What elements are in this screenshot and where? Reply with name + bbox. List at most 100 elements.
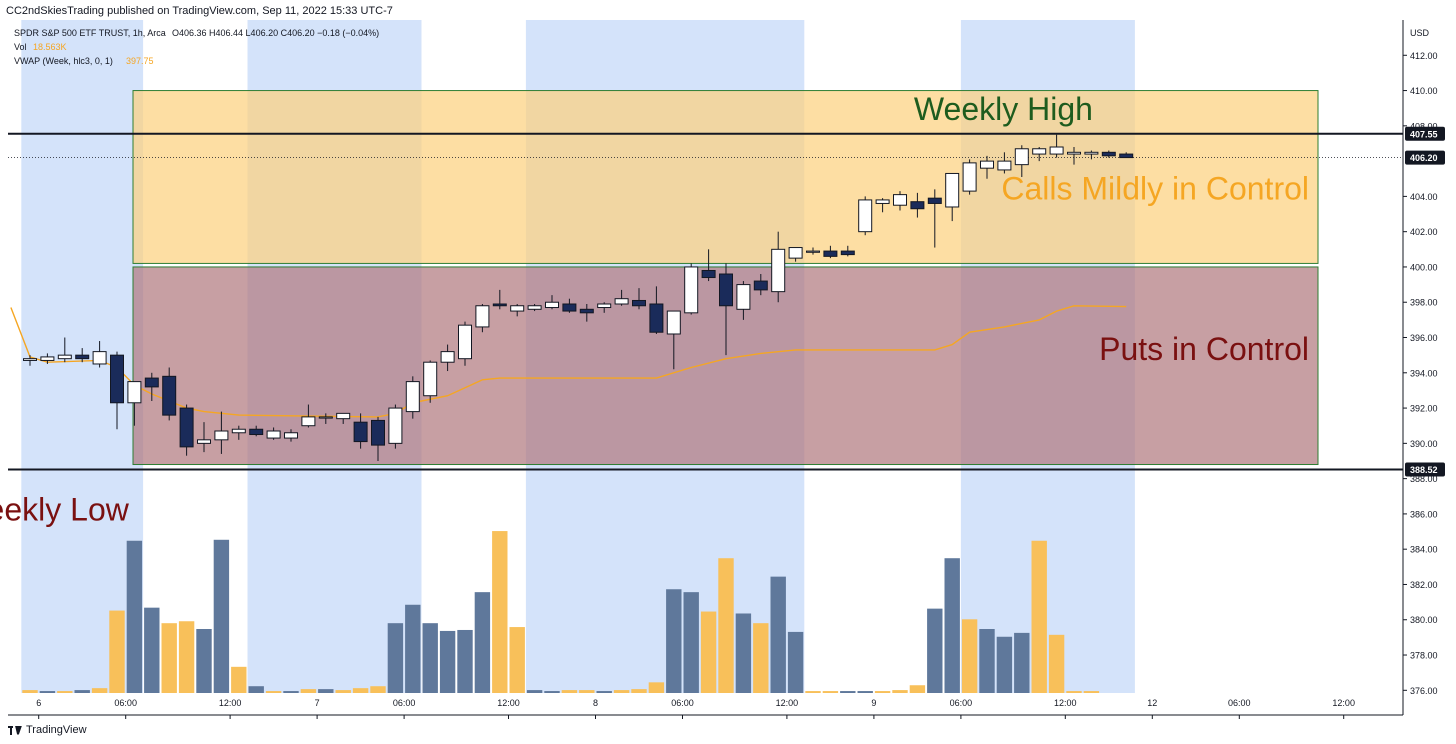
candle [632, 288, 646, 310]
candle-body [162, 375, 177, 416]
time-tick-label: 06:00 [393, 698, 416, 708]
candle [127, 381, 142, 426]
zone-labels: Weekly High Weekly Low Calls Mildly in Con… [0, 91, 1309, 527]
volume-bar [683, 592, 699, 693]
candle-body [997, 160, 1012, 171]
candle [318, 413, 333, 424]
candle [666, 310, 681, 370]
candle [806, 247, 820, 255]
price-tick-label: 400.00 [1410, 262, 1438, 272]
candle [179, 404, 194, 456]
candle-body [214, 430, 229, 441]
volume-bar [822, 691, 839, 693]
candle-body [336, 412, 351, 420]
candle [458, 321, 472, 366]
volume-bar [961, 619, 978, 693]
candle-body [405, 381, 420, 413]
candle [562, 298, 577, 313]
price-tick-label: 376.00 [1410, 686, 1438, 696]
weekly-high-price-label: 407.55 [1410, 129, 1438, 139]
volume-bar [735, 613, 752, 693]
price-tick-label: 398.00 [1410, 298, 1438, 308]
candle-body [371, 419, 385, 446]
candle-body [23, 358, 37, 361]
volume-bar [927, 608, 943, 693]
candle [684, 263, 699, 315]
candle-body [110, 354, 124, 404]
candle-body [1101, 151, 1116, 157]
candle-body [927, 197, 942, 204]
candle-body [1032, 148, 1047, 155]
candle [893, 191, 907, 211]
candle [614, 289, 629, 306]
volume-bar [753, 623, 769, 693]
volume-bar [422, 623, 438, 693]
candle [1084, 150, 1099, 160]
candle [858, 196, 873, 236]
legend-vol-label: Vol [14, 42, 27, 52]
volume-bar [874, 691, 891, 693]
candle [23, 355, 37, 366]
candle [510, 303, 525, 317]
volume-bar [492, 531, 508, 693]
volume-bar [561, 690, 578, 693]
candle-body [301, 416, 316, 427]
time-tick-label: 12 [1147, 698, 1157, 708]
legend-vwap-value: 397.75 [126, 56, 154, 66]
weekly-low-price-label: 388.52 [1410, 465, 1438, 475]
price-tick-label: 384.00 [1410, 545, 1438, 555]
volume-bar [596, 691, 612, 693]
price-tick-label: 390.00 [1410, 439, 1438, 449]
price-tick-label: 396.00 [1410, 333, 1438, 343]
candle-body [823, 250, 838, 257]
candle-body [527, 305, 542, 310]
volume-bar [248, 686, 264, 693]
price-tick-label: 386.00 [1410, 509, 1438, 519]
candle [249, 425, 264, 437]
candle [736, 281, 751, 320]
candle-body [266, 430, 281, 439]
candle [997, 152, 1012, 174]
candle [284, 429, 298, 442]
time-axis: 6 06:00 12:00 7 06:00 12:00 8 06:00 12:00 9 06:00 1… [36, 698, 1355, 719]
candle [1119, 152, 1134, 159]
time-tick-label: 6 [36, 698, 41, 708]
candle [492, 289, 507, 310]
candle [649, 286, 664, 334]
candle [527, 303, 542, 312]
axis-currency: USD [1410, 28, 1430, 38]
candle-body [179, 407, 194, 448]
volume-bar [996, 636, 1013, 693]
candle [910, 192, 925, 218]
volume-bar [109, 610, 125, 693]
candle-body [893, 194, 907, 206]
candle-body [545, 301, 559, 309]
candle-body [1084, 151, 1099, 155]
candle [962, 159, 977, 195]
candle [214, 411, 229, 454]
candle-body [771, 248, 786, 293]
price-tick-label: 380.00 [1410, 615, 1438, 625]
candle-body [284, 432, 298, 439]
time-tick-label: 06:00 [1228, 698, 1251, 708]
candle-body [614, 298, 629, 305]
candle-body [806, 250, 820, 253]
price-tick-label: 410.00 [1410, 86, 1438, 96]
volume-bar [526, 690, 543, 693]
legend-ohlc: O406.36 H406.44 L406.20 C406.20 −0.18 (−… [172, 28, 379, 38]
volume-bar [979, 629, 995, 693]
candle [927, 189, 942, 248]
candle-body [92, 351, 107, 365]
time-tick-label: 12:00 [1332, 698, 1355, 708]
calls-zone-label: Calls Mildly in Control [1001, 171, 1309, 207]
candle [1101, 150, 1116, 158]
volume-bar [265, 691, 282, 693]
volume-bar [387, 623, 404, 693]
volume-bar [700, 611, 717, 693]
footer: TradingView [8, 724, 87, 736]
volume-bar [335, 690, 351, 693]
candle [840, 245, 855, 257]
price-tick-label: 408.00 [1410, 121, 1438, 131]
candle [545, 295, 559, 310]
